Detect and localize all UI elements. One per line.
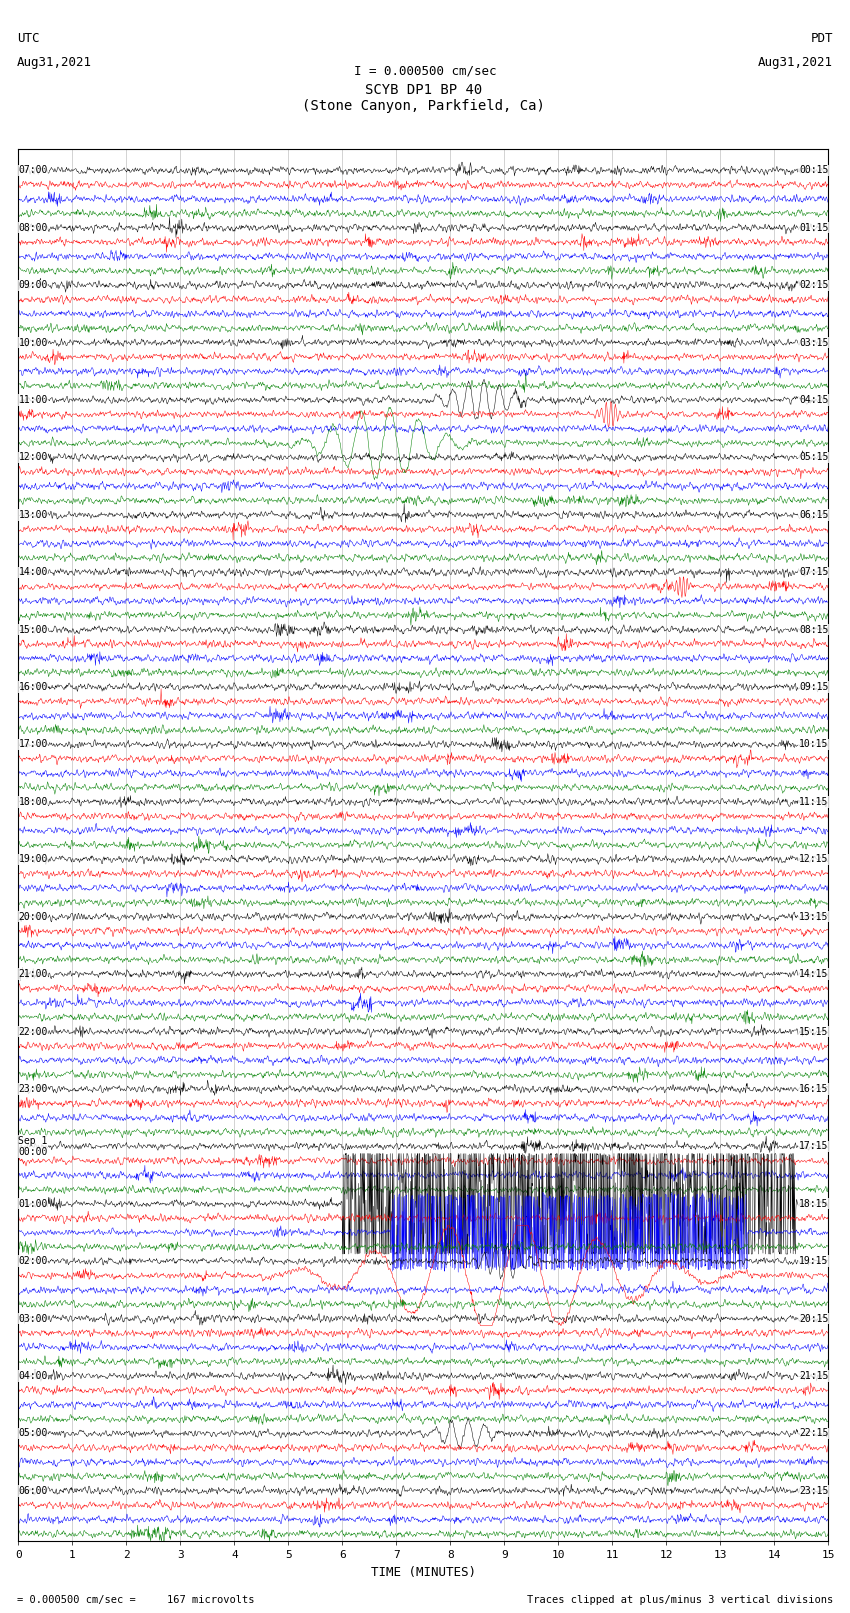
Text: 16:00: 16:00 [19, 682, 48, 692]
Text: 05:15: 05:15 [799, 452, 828, 463]
X-axis label: TIME (MINUTES): TIME (MINUTES) [371, 1566, 476, 1579]
Text: 06:15: 06:15 [799, 510, 828, 519]
Text: Aug31,2021: Aug31,2021 [17, 56, 92, 69]
Text: 20:15: 20:15 [799, 1313, 828, 1324]
Text: 22:00: 22:00 [19, 1026, 48, 1037]
Text: 11:00: 11:00 [19, 395, 48, 405]
Text: 14:15: 14:15 [799, 969, 828, 979]
Text: 03:15: 03:15 [799, 337, 828, 347]
Text: UTC: UTC [17, 32, 39, 45]
Text: 10:15: 10:15 [799, 739, 828, 750]
Text: 10:00: 10:00 [19, 337, 48, 347]
Text: 19:00: 19:00 [19, 855, 48, 865]
Text: 04:15: 04:15 [799, 395, 828, 405]
Text: 01:15: 01:15 [799, 223, 828, 232]
Text: 03:00: 03:00 [19, 1313, 48, 1324]
Text: 18:15: 18:15 [799, 1198, 828, 1208]
Text: 14:00: 14:00 [19, 568, 48, 577]
Text: 09:15: 09:15 [799, 682, 828, 692]
Text: Traces clipped at plus/minus 3 vertical divisions: Traces clipped at plus/minus 3 vertical … [527, 1595, 833, 1605]
Text: = 0.000500 cm/sec =     167 microvolts: = 0.000500 cm/sec = 167 microvolts [17, 1595, 254, 1605]
Text: 18:00: 18:00 [19, 797, 48, 806]
Text: 23:00: 23:00 [19, 1084, 48, 1094]
Text: 13:00: 13:00 [19, 510, 48, 519]
Text: 05:00: 05:00 [19, 1429, 48, 1439]
Text: 13:15: 13:15 [799, 911, 828, 921]
Text: 21:00: 21:00 [19, 969, 48, 979]
Text: 16:15: 16:15 [799, 1084, 828, 1094]
Text: 12:00: 12:00 [19, 452, 48, 463]
Text: 11:15: 11:15 [799, 797, 828, 806]
Text: 02:15: 02:15 [799, 281, 828, 290]
Text: PDT: PDT [811, 32, 833, 45]
Text: 20:00: 20:00 [19, 911, 48, 921]
Text: 04:00: 04:00 [19, 1371, 48, 1381]
Text: 19:15: 19:15 [799, 1257, 828, 1266]
Text: 02:00: 02:00 [19, 1257, 48, 1266]
Text: 12:15: 12:15 [799, 855, 828, 865]
Text: 22:15: 22:15 [799, 1429, 828, 1439]
Text: 17:00: 17:00 [19, 739, 48, 750]
Text: 23:15: 23:15 [799, 1486, 828, 1495]
Text: 15:15: 15:15 [799, 1026, 828, 1037]
Text: Aug31,2021: Aug31,2021 [758, 56, 833, 69]
Text: 07:00: 07:00 [19, 166, 48, 176]
Text: 08:00: 08:00 [19, 223, 48, 232]
Text: 08:15: 08:15 [799, 624, 828, 634]
Text: 17:15: 17:15 [799, 1142, 828, 1152]
Text: I = 0.000500 cm/sec: I = 0.000500 cm/sec [354, 65, 496, 77]
Text: 01:00: 01:00 [19, 1198, 48, 1208]
Text: 15:00: 15:00 [19, 624, 48, 634]
Text: 06:00: 06:00 [19, 1486, 48, 1495]
Text: 07:15: 07:15 [799, 568, 828, 577]
Text: 21:15: 21:15 [799, 1371, 828, 1381]
Text: Sep 1
00:00: Sep 1 00:00 [19, 1136, 48, 1157]
Text: 00:15: 00:15 [799, 166, 828, 176]
Title: SCYB DP1 BP 40
(Stone Canyon, Parkfield, Ca): SCYB DP1 BP 40 (Stone Canyon, Parkfield,… [302, 82, 545, 113]
Text: 09:00: 09:00 [19, 281, 48, 290]
